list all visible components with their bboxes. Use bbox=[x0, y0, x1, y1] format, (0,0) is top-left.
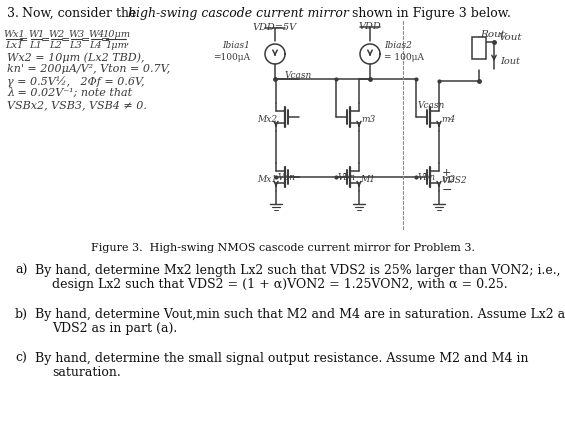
Text: Vbn: Vbn bbox=[338, 173, 356, 182]
Text: Vout: Vout bbox=[498, 33, 521, 43]
FancyBboxPatch shape bbox=[472, 38, 486, 60]
Text: Wx2 = 10μm (Lx2 TBD),: Wx2 = 10μm (Lx2 TBD), bbox=[7, 52, 145, 63]
Text: =: = bbox=[41, 35, 51, 45]
Text: ,: , bbox=[126, 35, 129, 45]
Text: 10μm: 10μm bbox=[102, 30, 130, 39]
Text: 1μm: 1μm bbox=[105, 41, 127, 50]
Text: Lx1: Lx1 bbox=[5, 41, 23, 50]
Text: Vbn: Vbn bbox=[278, 173, 296, 182]
Text: W1: W1 bbox=[28, 30, 44, 39]
Text: L4: L4 bbox=[90, 41, 102, 50]
Text: VDD=5V: VDD=5V bbox=[253, 23, 297, 32]
Text: kn' = 200μA/V², Vton = 0.7V,: kn' = 200μA/V², Vton = 0.7V, bbox=[7, 64, 170, 74]
Text: b): b) bbox=[15, 307, 28, 320]
Text: Ibias2: Ibias2 bbox=[384, 40, 412, 49]
Text: γ = 0.5V½,   2Φf = 0.6V,: γ = 0.5V½, 2Φf = 0.6V, bbox=[7, 76, 145, 86]
Text: VDS2: VDS2 bbox=[442, 176, 468, 185]
Text: VSBx2, VSB3, VSB4 ≠ 0.: VSBx2, VSB3, VSB4 ≠ 0. bbox=[7, 100, 147, 110]
Text: =: = bbox=[19, 35, 29, 45]
Text: Vbn: Vbn bbox=[418, 173, 436, 182]
Text: Iout: Iout bbox=[500, 58, 520, 66]
Text: Vcasn: Vcasn bbox=[418, 101, 445, 110]
Text: By hand, determine Vout,min such that M2 and M4 are in saturation. Assume Lx2 an: By hand, determine Vout,min such that M2… bbox=[35, 307, 565, 320]
Text: −: − bbox=[442, 183, 453, 196]
Text: L3: L3 bbox=[69, 41, 82, 50]
Text: W2: W2 bbox=[48, 30, 64, 39]
Text: λ = 0.02V⁻¹; note that: λ = 0.02V⁻¹; note that bbox=[7, 88, 132, 98]
Text: c): c) bbox=[15, 351, 27, 364]
Text: Mx2: Mx2 bbox=[257, 115, 277, 124]
Text: = 100μA: = 100μA bbox=[384, 52, 424, 61]
Text: W4: W4 bbox=[88, 30, 104, 39]
Text: design Lx2 such that VDS2 = (1 + α)VON2 = 1.25VON2, with α = 0.25.: design Lx2 such that VDS2 = (1 + α)VON2 … bbox=[52, 277, 507, 290]
Text: L2: L2 bbox=[50, 41, 62, 50]
Text: m3: m3 bbox=[361, 115, 375, 124]
Text: saturation.: saturation. bbox=[52, 365, 121, 378]
Text: =: = bbox=[101, 35, 111, 45]
Text: m2: m2 bbox=[441, 175, 455, 184]
Text: Rout: Rout bbox=[480, 30, 505, 39]
Text: 3.: 3. bbox=[7, 7, 19, 20]
Text: shown in Figure 3 below.: shown in Figure 3 below. bbox=[348, 7, 511, 20]
Text: Wx1: Wx1 bbox=[3, 30, 25, 39]
Text: +: + bbox=[442, 167, 451, 178]
Text: high-swing cascode current mirror: high-swing cascode current mirror bbox=[128, 7, 349, 20]
Text: M1: M1 bbox=[360, 175, 376, 184]
Text: =100μA: =100μA bbox=[213, 52, 250, 61]
Text: a): a) bbox=[15, 263, 27, 276]
Text: Vcasn: Vcasn bbox=[285, 71, 312, 81]
Text: L1: L1 bbox=[29, 41, 42, 50]
Text: VDD: VDD bbox=[359, 22, 381, 31]
Text: Ibias1: Ibias1 bbox=[222, 41, 250, 50]
Text: Figure 3.  High-swing NMOS cascode current mirror for Problem 3.: Figure 3. High-swing NMOS cascode curren… bbox=[91, 242, 475, 253]
Text: VDS2 as in part (a).: VDS2 as in part (a). bbox=[52, 321, 177, 334]
Text: W3: W3 bbox=[68, 30, 84, 39]
Text: =: = bbox=[81, 35, 91, 45]
Text: =: = bbox=[62, 35, 71, 45]
Text: By hand, determine the small signal output resistance. Assume M2 and M4 in: By hand, determine the small signal outp… bbox=[35, 351, 528, 364]
Text: By hand, determine Mx2 length Lx2 such that VDS2 is 25% larger than VON2; i.e.,: By hand, determine Mx2 length Lx2 such t… bbox=[35, 263, 560, 276]
Text: Now, consider the: Now, consider the bbox=[22, 7, 140, 20]
Text: Mx1: Mx1 bbox=[257, 175, 277, 184]
Text: m4: m4 bbox=[441, 115, 455, 124]
